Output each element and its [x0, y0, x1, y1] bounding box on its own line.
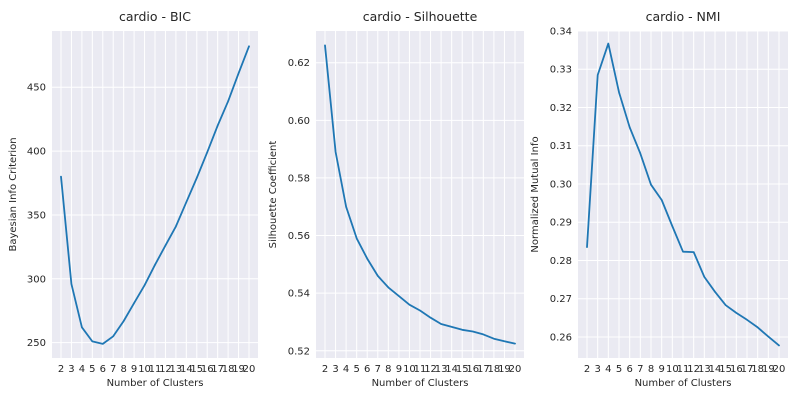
- y-tick-label: 350: [27, 210, 46, 221]
- x-tick-label: 18: [222, 364, 235, 375]
- x-tick-label: 6: [626, 364, 632, 375]
- x-tick-label: 11: [677, 364, 690, 375]
- chart-title: cardio - NMI: [646, 9, 721, 24]
- series-line: [324, 44, 516, 345]
- x-tick-label: 13: [435, 364, 448, 375]
- x-tick-label: 17: [477, 364, 490, 375]
- y-tick-label: 0.58: [288, 173, 310, 184]
- x-tick-label: 5: [353, 364, 359, 375]
- x-tick-label: 4: [605, 364, 611, 375]
- x-tick-label: 3: [68, 364, 74, 375]
- x-tick-label: 8: [385, 364, 391, 375]
- x-tick-label: 9: [396, 364, 402, 375]
- x-axis-label: Number of Clusters: [107, 378, 204, 389]
- y-tick-label: 0.30: [550, 179, 572, 190]
- y-tick-label: 0.52: [288, 346, 310, 357]
- x-tick-label: 3: [332, 364, 338, 375]
- y-tick-label: 0.28: [550, 256, 572, 267]
- x-tick-label: 13: [698, 364, 711, 375]
- y-tick-label: 0.27: [550, 294, 572, 305]
- x-tick-label: 10: [138, 364, 151, 375]
- x-tick-label: 9: [658, 364, 664, 375]
- charts: 2 3 4 5 6 7 8 9 10111213141516171819202503003504…: [8, 9, 788, 389]
- x-tick-label: 9: [131, 364, 137, 375]
- y-tick-label: 250: [27, 338, 46, 349]
- x-tick-label: 15: [719, 364, 732, 375]
- x-axis-label: Number of Clusters: [635, 378, 732, 389]
- x-tick-label: 19: [762, 364, 775, 375]
- x-tick-label: 7: [110, 364, 116, 375]
- series-line: [586, 42, 780, 347]
- y-tick-label: 0.33: [550, 65, 572, 76]
- x-tick-label: 7: [375, 364, 381, 375]
- x-tick-label: 15: [456, 364, 469, 375]
- x-tick-label: 20: [509, 364, 522, 375]
- x-tick-label: 16: [466, 364, 479, 375]
- y-tick-label: 300: [27, 274, 46, 285]
- x-axis-label: Number of Clusters: [372, 378, 469, 389]
- x-tick-label: 13: [170, 364, 183, 375]
- x-tick-label: 11: [414, 364, 427, 375]
- y-tick-label: 0.31: [550, 141, 572, 152]
- x-tick-label: 8: [120, 364, 126, 375]
- chart-title: cardio - Silhouette: [363, 9, 478, 24]
- x-tick-label: 20: [773, 364, 786, 375]
- x-tick-label: 14: [445, 364, 458, 375]
- x-tick-label: 10: [666, 364, 679, 375]
- x-tick-label: 18: [488, 364, 501, 375]
- x-tick-label: 2: [322, 364, 328, 375]
- x-tick-label: 7: [637, 364, 643, 375]
- y-tick-label: 0.56: [288, 231, 310, 242]
- x-tick-label: 8: [648, 364, 654, 375]
- x-tick-label: 5: [89, 364, 95, 375]
- x-tick-label: 2: [584, 364, 590, 375]
- y-axis-label: Bayesian Info Criterion: [8, 137, 19, 251]
- x-tick-label: 12: [159, 364, 172, 375]
- y-tick-label: 0.26: [550, 332, 572, 343]
- x-tick-label: 6: [364, 364, 370, 375]
- x-tick-label: 17: [211, 364, 224, 375]
- y-axis-label: Normalized Mutual Info: [530, 136, 541, 252]
- x-tick-label: 3: [594, 364, 600, 375]
- x-tick-label: 4: [343, 364, 349, 375]
- x-tick-label: 4: [79, 364, 85, 375]
- x-tick-label: 19: [498, 364, 511, 375]
- y-axis-label: Silhouette Coefficient: [268, 141, 279, 249]
- series-line: [60, 45, 250, 345]
- x-tick-label: 12: [687, 364, 700, 375]
- x-tick-label: 12: [424, 364, 437, 375]
- x-tick-label: 14: [709, 364, 722, 375]
- y-tick-label: 0.54: [288, 289, 310, 300]
- x-tick-label: 18: [751, 364, 764, 375]
- y-tick-label: 0.32: [550, 103, 572, 114]
- x-tick-label: 14: [180, 364, 193, 375]
- x-tick-label: 17: [741, 364, 754, 375]
- x-tick-label: 15: [190, 364, 203, 375]
- y-tick-label: 450: [27, 83, 46, 94]
- x-tick-label: 5: [616, 364, 622, 375]
- x-tick-label: 10: [403, 364, 416, 375]
- y-tick-label: 400: [27, 147, 46, 158]
- y-tick-label: 0.60: [288, 116, 310, 127]
- y-tick-label: 0.34: [550, 27, 572, 38]
- x-tick-label: 6: [100, 364, 106, 375]
- x-tick-label: 2: [58, 364, 64, 375]
- x-tick-label: 11: [149, 364, 162, 375]
- x-tick-label: 16: [201, 364, 214, 375]
- x-tick-label: 16: [730, 364, 743, 375]
- y-tick-label: 0.29: [550, 218, 572, 229]
- x-tick-label: 19: [232, 364, 245, 375]
- chart-title: cardio - BIC: [119, 9, 191, 24]
- x-tick-label: 20: [243, 364, 256, 375]
- y-tick-label: 0.62: [288, 58, 310, 69]
